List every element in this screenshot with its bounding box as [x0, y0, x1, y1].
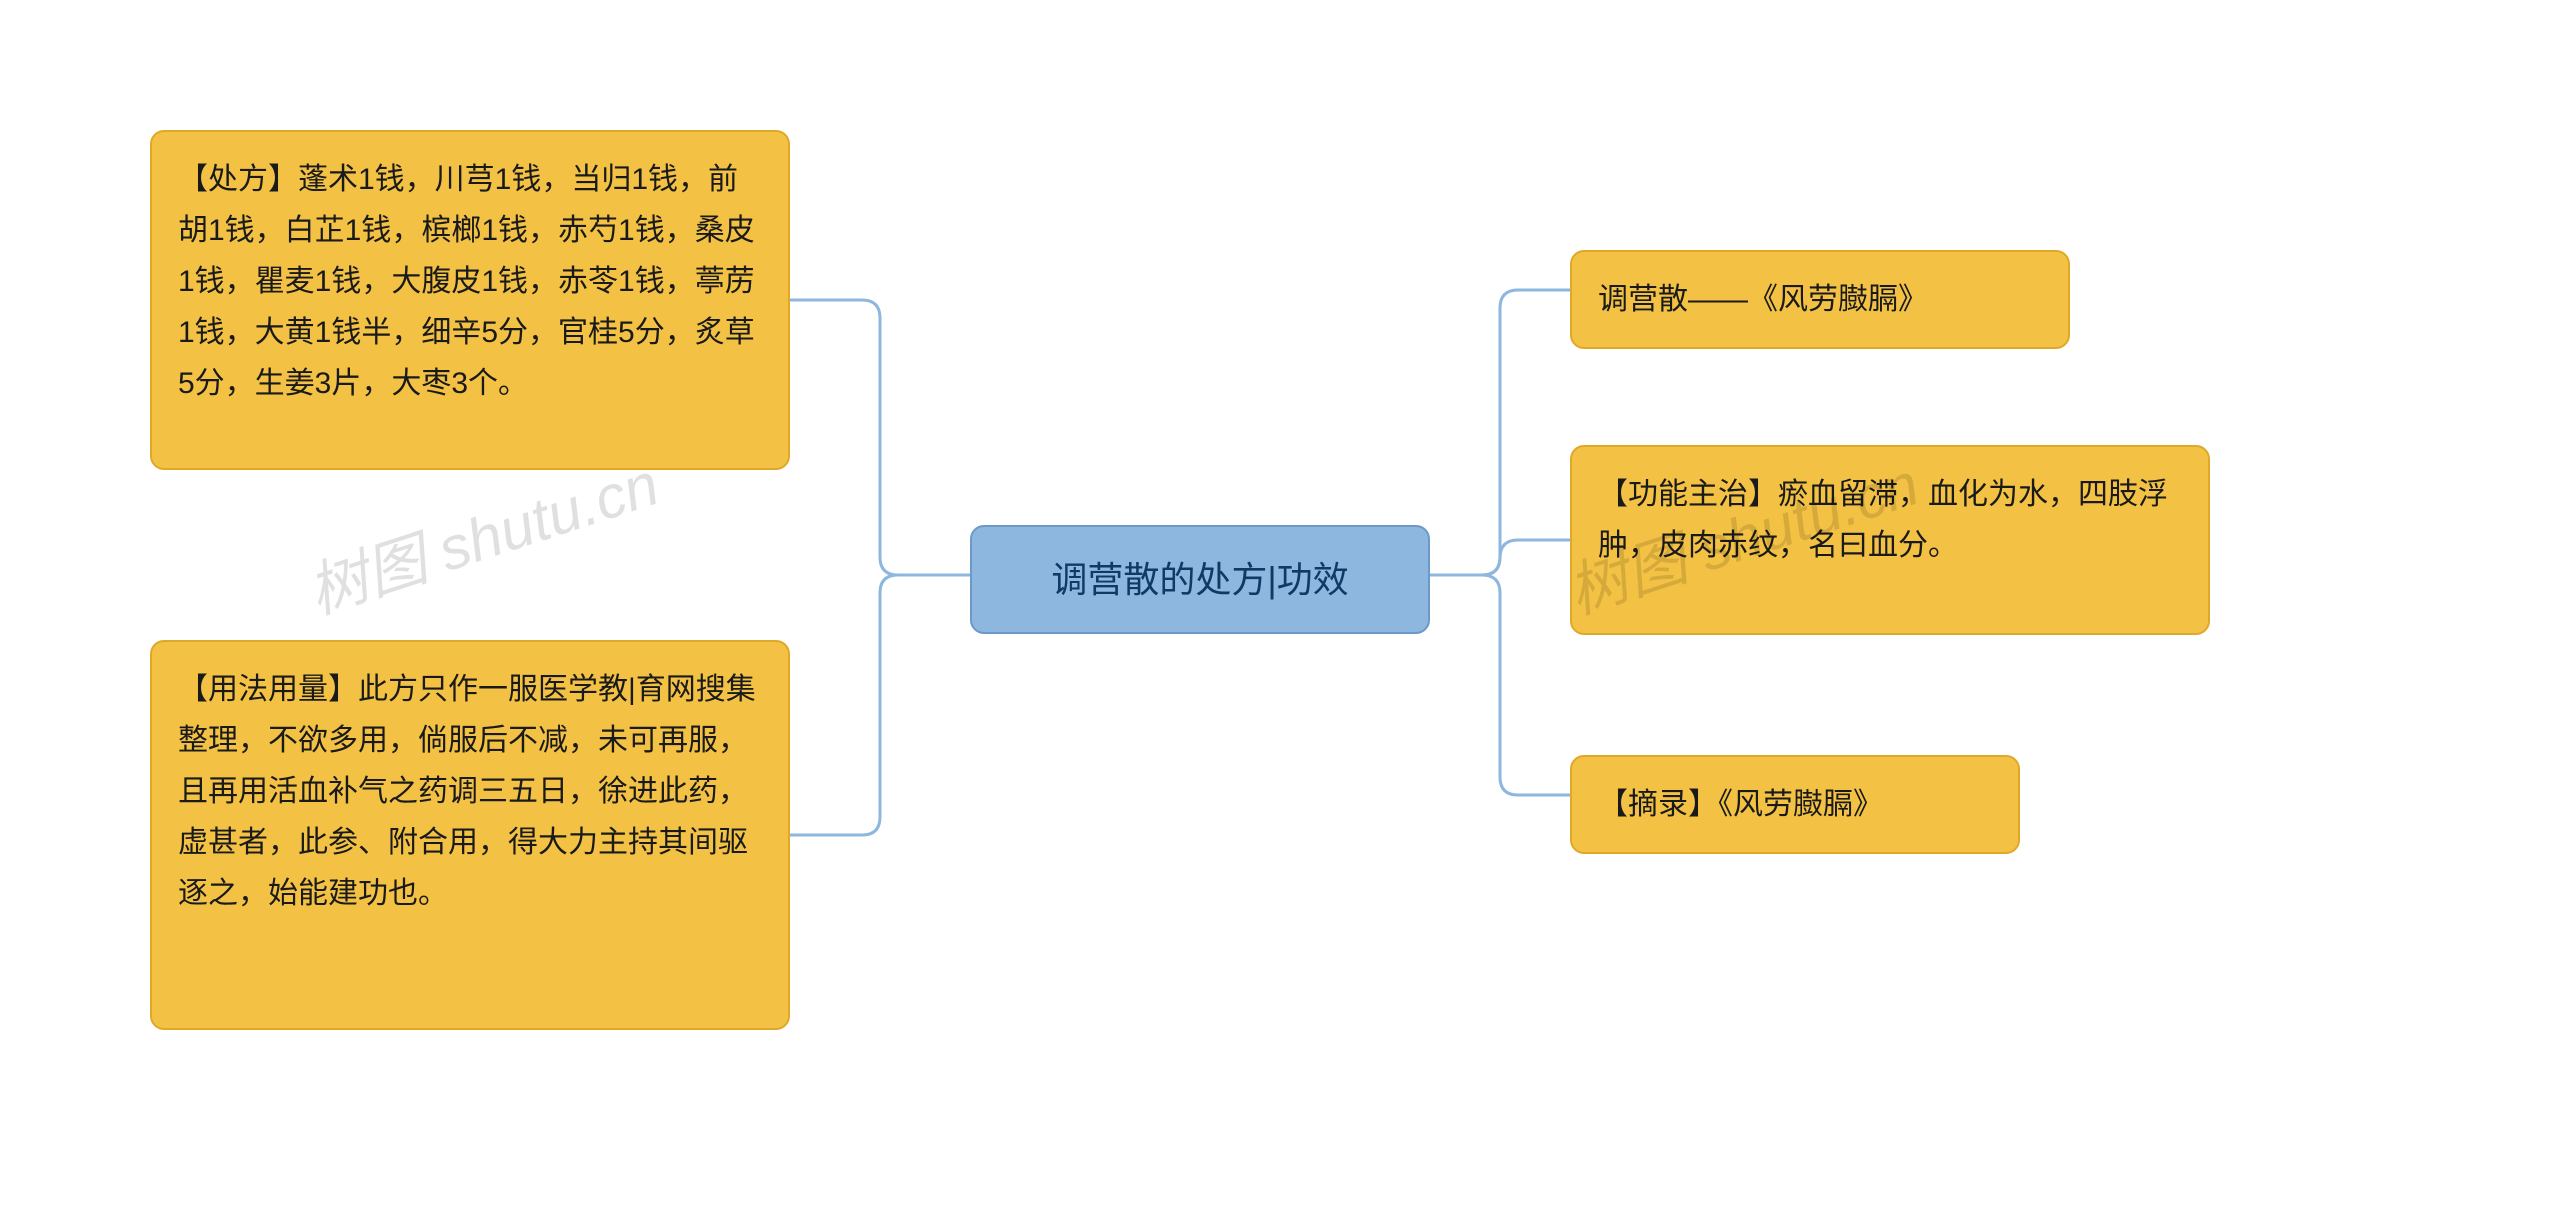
node-usage: 【用法用量】此方只作一服医学教|育网搜集整理，不欲多用，倘服后不减，未可再服，且… [150, 640, 790, 1030]
node-usage-text: 【用法用量】此方只作一服医学教|育网搜集整理，不欲多用，倘服后不减，未可再服，且… [178, 673, 756, 910]
mindmap-center-node: 调营散的处方|功效 [970, 525, 1430, 634]
node-function: 【功能主治】瘀血留滞，血化为水，四肢浮肿，皮肉赤纹，名曰血分。 [1570, 445, 2210, 635]
node-prescription-text: 【处方】蓬术1钱，川芎1钱，当归1钱，前胡1钱，白芷1钱，槟榔1钱，赤芍1钱，桑… [178, 163, 755, 400]
center-label: 调营散的处方|功效 [1051, 549, 1348, 610]
node-prescription: 【处方】蓬术1钱，川芎1钱，当归1钱，前胡1钱，白芷1钱，槟榔1钱，赤芍1钱，桑… [150, 130, 790, 470]
node-excerpt: 【摘录】《风劳臌膈》 [1570, 755, 2020, 854]
node-function-text: 【功能主治】瘀血留滞，血化为水，四肢浮肿，皮肉赤纹，名曰血分。 [1598, 478, 2168, 562]
node-source: 调营散——《风劳臌膈》 [1570, 250, 2070, 349]
node-source-text: 调营散——《风劳臌膈》 [1598, 283, 1928, 316]
node-excerpt-text: 【摘录】《风劳臌膈》 [1598, 788, 1883, 821]
